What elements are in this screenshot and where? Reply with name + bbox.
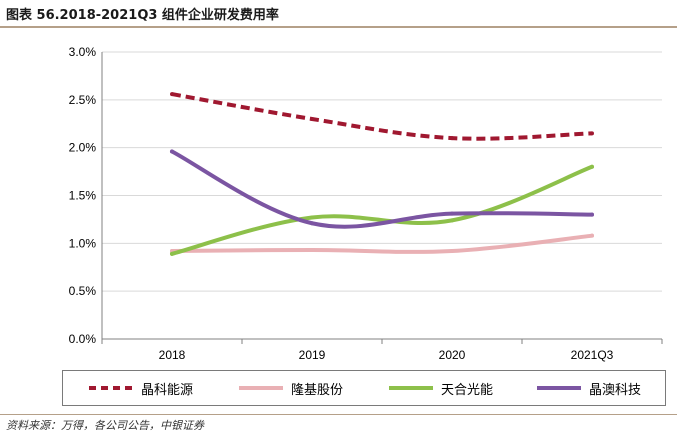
source-note: 资料来源：万得，各公司公告，中银证券 — [6, 419, 204, 432]
x-tick-label: 2020 — [439, 348, 466, 362]
y-tick-label: 3.0% — [69, 45, 97, 59]
data-point — [310, 116, 314, 121]
data-point — [170, 92, 174, 97]
series-line-3 — [170, 164, 594, 256]
data-point — [590, 212, 594, 217]
legend-swatch — [389, 386, 433, 390]
data-point — [590, 131, 594, 136]
data-point — [590, 233, 594, 238]
chart-title: 图表 56.2018-2021Q3 组件企业研发费用率 — [6, 8, 279, 23]
data-point — [450, 136, 454, 141]
data-point — [450, 218, 454, 223]
y-tick-label: 1.0% — [69, 236, 97, 250]
data-point — [170, 149, 174, 154]
series-line-1 — [171, 92, 593, 141]
data-point — [450, 211, 454, 216]
chart-legend: 晶科能源 隆基股份 天合光能 晶澳科技 — [62, 370, 666, 406]
legend-item: 天合光能 — [389, 371, 493, 405]
data-point — [590, 164, 594, 169]
legend-item: 晶澳科技 — [537, 371, 641, 405]
line-chart: 0.0% 0.5% 1.0% 1.5% 2.0% 2.5% 3.0% 2018 2019 2020… — [69, 45, 663, 362]
legend-item: 晶科能源 — [89, 371, 193, 405]
legend-label: 隆基股份 — [291, 382, 344, 398]
data-point — [310, 221, 314, 226]
legend-label: 天合光能 — [441, 382, 494, 398]
x-tick-label: 2021Q3 — [571, 348, 614, 362]
data-point — [310, 215, 314, 220]
y-tick-label: 0.5% — [69, 284, 97, 298]
legend-swatch — [239, 386, 283, 390]
legend-label: 晶科能源 — [141, 382, 194, 398]
x-tick-label: 2018 — [159, 348, 186, 362]
x-tick-label: 2019 — [299, 348, 326, 362]
legend-swatch — [537, 386, 581, 390]
title-divider — [0, 26, 677, 28]
series-line-4 — [170, 149, 594, 229]
legend-item: 隆基股份 — [239, 371, 343, 405]
footer-divider — [0, 414, 677, 415]
data-point — [450, 248, 454, 253]
y-tick-label: 2.5% — [69, 93, 97, 107]
legend-label: 晶澳科技 — [589, 382, 642, 398]
data-point — [170, 251, 174, 256]
y-tick-label: 1.5% — [69, 189, 97, 203]
data-point — [310, 248, 314, 253]
series-line-2 — [170, 233, 594, 254]
y-tick-label: 0.0% — [69, 332, 97, 346]
legend-swatch — [89, 386, 133, 390]
y-tick-label: 2.0% — [69, 141, 97, 155]
